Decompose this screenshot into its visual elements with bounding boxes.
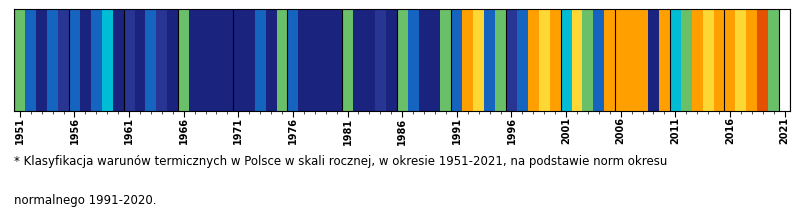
Text: normalnego 1991-2020.: normalnego 1991-2020. xyxy=(14,194,157,208)
Bar xyxy=(648,9,659,111)
Bar xyxy=(91,9,102,111)
Text: * Klasyfikacja warunów termicznych w Polsce w skali rocznej, w okresie 1951-2021: * Klasyfikacja warunów termicznych w Pol… xyxy=(14,155,668,168)
Bar xyxy=(80,9,91,111)
Bar xyxy=(69,9,80,111)
Bar xyxy=(692,9,702,111)
Bar xyxy=(626,9,637,111)
Bar xyxy=(725,9,736,111)
Bar xyxy=(243,9,255,111)
Bar xyxy=(615,9,626,111)
Bar xyxy=(266,9,277,111)
Bar xyxy=(517,9,527,111)
Bar xyxy=(113,9,124,111)
Bar xyxy=(47,9,58,111)
Bar xyxy=(736,9,746,111)
Bar xyxy=(757,9,768,111)
Bar xyxy=(527,9,539,111)
Bar xyxy=(604,9,615,111)
Bar xyxy=(768,9,779,111)
Bar xyxy=(397,9,408,111)
Bar xyxy=(189,9,200,111)
Bar xyxy=(222,9,233,111)
Bar xyxy=(746,9,757,111)
Bar xyxy=(310,9,320,111)
Bar xyxy=(364,9,375,111)
Bar xyxy=(637,9,648,111)
Bar xyxy=(102,9,113,111)
Bar xyxy=(36,9,47,111)
Bar xyxy=(594,9,604,111)
Bar xyxy=(124,9,135,111)
Bar xyxy=(550,9,561,111)
Bar xyxy=(233,9,243,111)
Bar xyxy=(200,9,211,111)
Bar xyxy=(156,9,168,111)
Bar xyxy=(506,9,517,111)
Bar xyxy=(539,9,550,111)
Bar xyxy=(452,9,462,111)
Bar xyxy=(419,9,429,111)
Bar xyxy=(473,9,484,111)
Bar xyxy=(331,9,342,111)
Bar xyxy=(429,9,440,111)
Bar xyxy=(659,9,670,111)
Bar xyxy=(681,9,692,111)
Bar xyxy=(320,9,331,111)
Bar xyxy=(583,9,594,111)
Bar xyxy=(571,9,583,111)
Bar xyxy=(440,9,452,111)
Bar xyxy=(702,9,713,111)
Bar xyxy=(168,9,178,111)
Bar xyxy=(495,9,506,111)
Bar xyxy=(145,9,156,111)
Bar xyxy=(385,9,397,111)
Bar xyxy=(713,9,725,111)
Bar xyxy=(342,9,353,111)
Bar xyxy=(277,9,287,111)
Bar xyxy=(211,9,222,111)
Bar xyxy=(255,9,266,111)
Bar xyxy=(462,9,473,111)
Bar xyxy=(353,9,364,111)
Bar xyxy=(561,9,571,111)
Bar xyxy=(298,9,310,111)
Bar xyxy=(135,9,145,111)
Bar xyxy=(26,9,36,111)
Bar xyxy=(178,9,189,111)
Bar xyxy=(670,9,681,111)
Bar xyxy=(408,9,419,111)
Bar xyxy=(484,9,495,111)
Bar xyxy=(58,9,69,111)
Bar xyxy=(375,9,385,111)
Bar xyxy=(287,9,298,111)
Bar xyxy=(14,9,26,111)
